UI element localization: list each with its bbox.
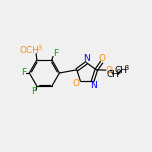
- Text: N: N: [83, 54, 90, 63]
- Text: 3: 3: [37, 45, 41, 51]
- Text: CH: CH: [115, 66, 128, 75]
- Text: F: F: [21, 69, 26, 78]
- Text: O: O: [105, 66, 112, 75]
- Text: 2: 2: [117, 69, 121, 75]
- Text: F: F: [53, 49, 58, 58]
- Text: O: O: [98, 54, 105, 63]
- Text: F: F: [32, 87, 37, 96]
- Text: O: O: [73, 79, 80, 88]
- Text: 3: 3: [125, 65, 129, 71]
- Text: N: N: [90, 81, 97, 90]
- Text: CH: CH: [107, 70, 120, 79]
- Text: OCH: OCH: [19, 46, 39, 55]
